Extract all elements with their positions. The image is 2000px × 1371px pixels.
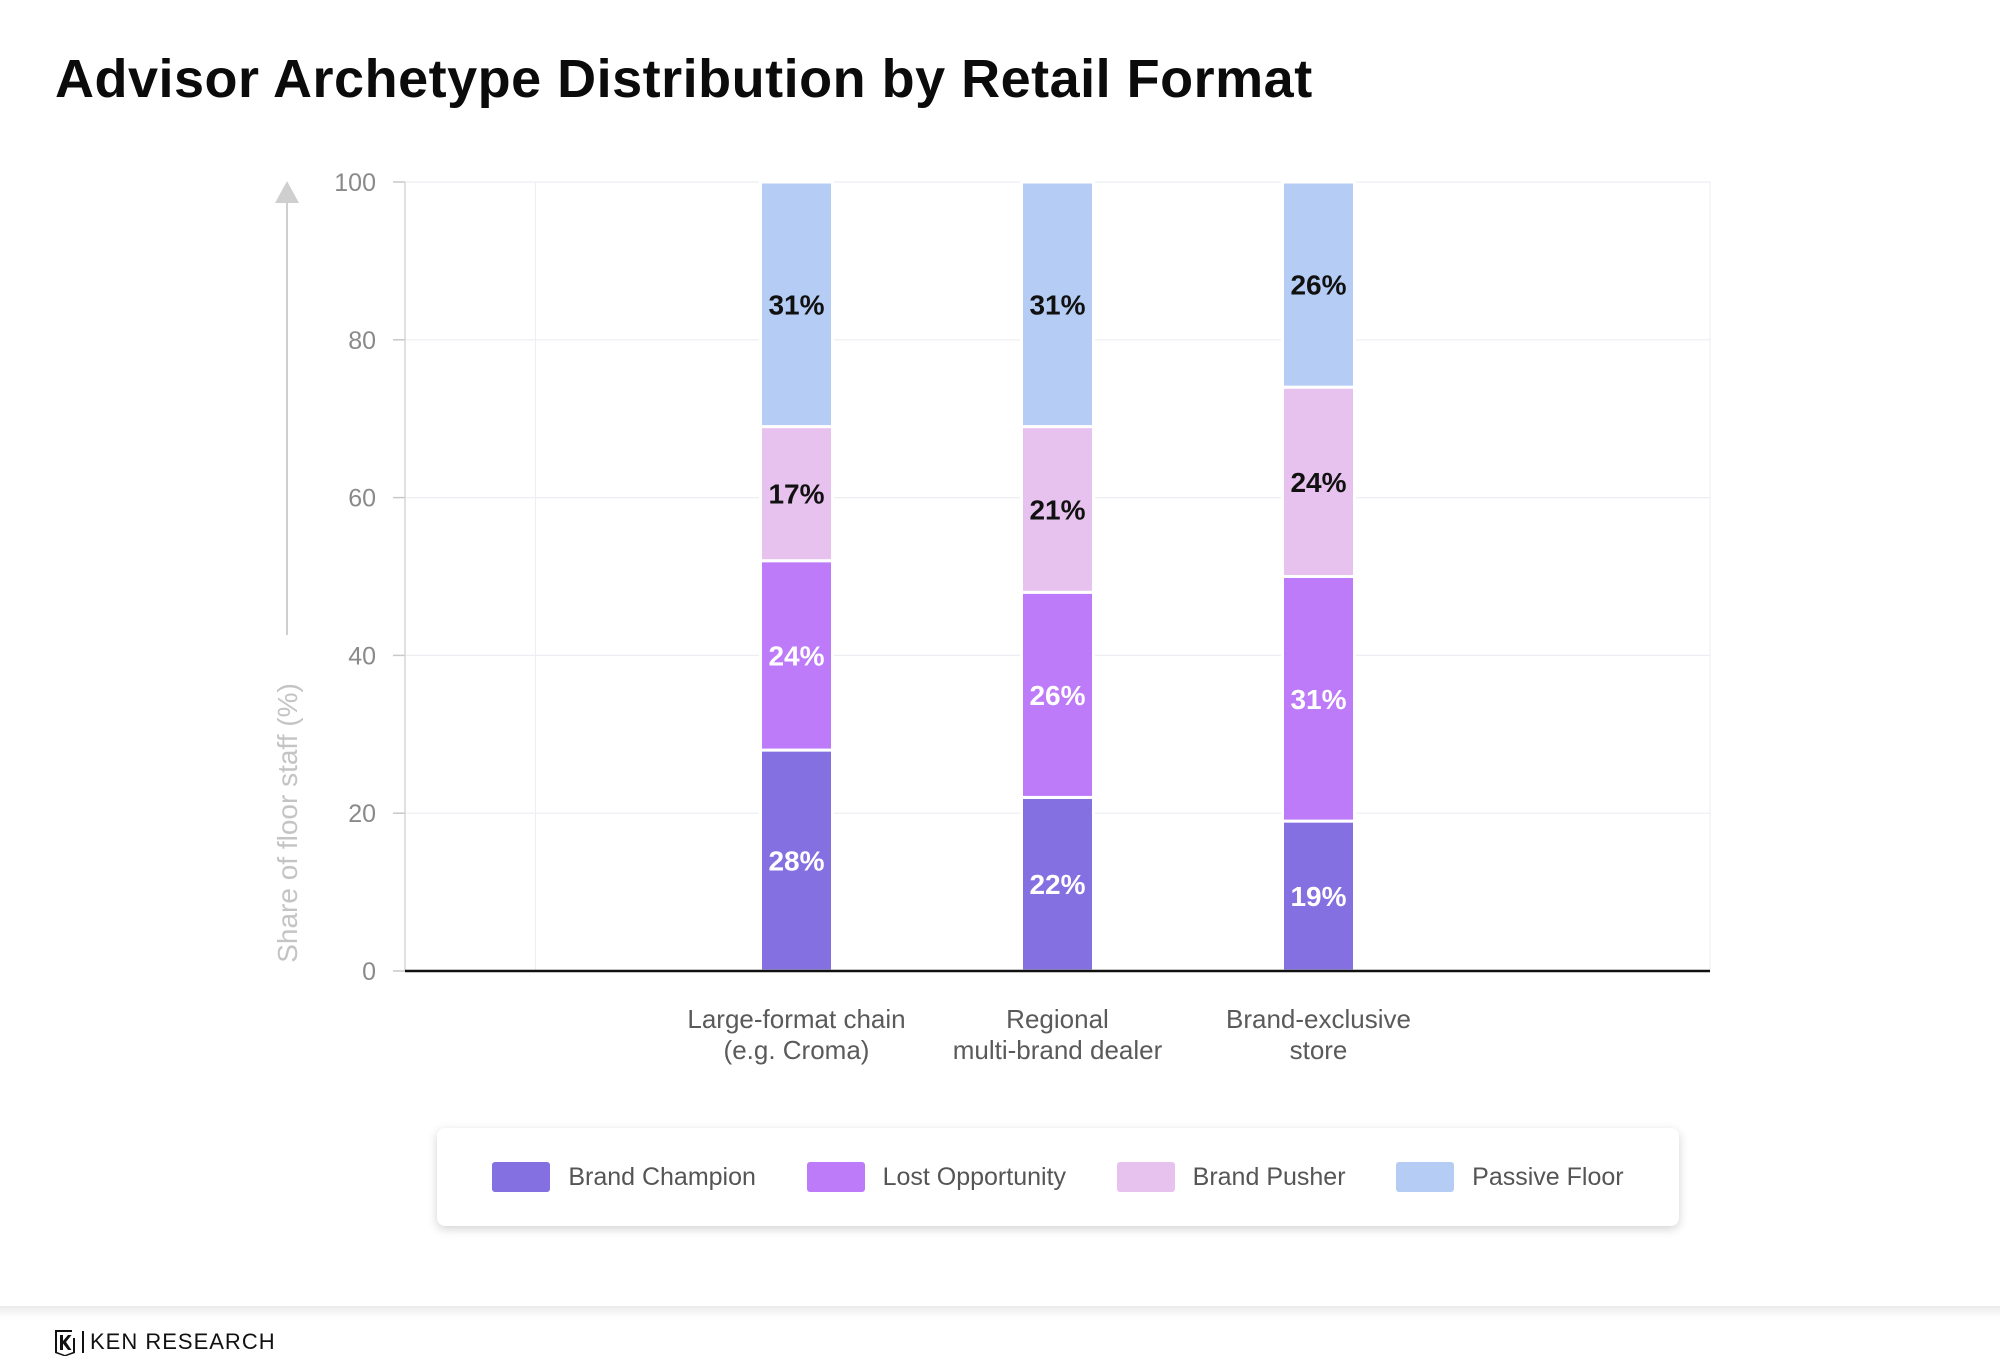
legend: Brand Champion Lost Opportunity Brand Pu… [437,1128,1679,1226]
y-axis-title: Share of floor staff (%) [272,683,303,963]
data-label: 26% [1029,680,1085,711]
bar-segment [1020,180,1095,429]
data-label: 24% [1290,467,1346,498]
data-label: 31% [768,289,824,320]
y-tick-label: 20 [348,800,376,828]
legend-item-lost-opportunity: Lost Opportunity [806,1162,1067,1192]
y-tick-label: 60 [348,485,376,513]
y-tick-label: 100 [334,169,376,197]
bar-segment [1020,795,1095,973]
legend-label: Passive Floor [1472,1162,1624,1191]
legend-item-passive-floor: Passive Floor [1396,1162,1624,1192]
x-tick-label: Regional [1006,1004,1109,1034]
bar-segment [759,425,834,563]
stacked-bar-chart: 0 20 40 60 80 100 28% 24% 17% 31% Large-format cha… [272,169,1711,1065]
data-label: 26% [1290,270,1346,301]
x-tick-label: Brand-exclusive [1226,1004,1411,1034]
data-label: 19% [1290,881,1346,912]
y-axis-arrow-head [275,181,299,203]
bar-segment [759,180,834,429]
legend-label: Brand Champion [568,1162,756,1191]
bar-segment [759,559,834,752]
bar-segment [1281,819,1356,973]
data-label: 31% [1290,684,1346,715]
x-tick-label: Large-format chain [687,1004,905,1034]
data-label: 21% [1029,494,1085,525]
legend-swatch [806,1162,865,1192]
legend-swatch [1116,1162,1175,1192]
bar-segment [1281,180,1356,389]
bar-segment [1020,425,1095,594]
legend-swatch [1396,1162,1455,1192]
legend-swatch [492,1162,551,1192]
legend-item-brand-champion: Brand Champion [492,1162,756,1192]
y-tick-label: 0 [362,958,376,986]
data-label: 28% [768,846,824,877]
chart-title: Advisor Archetype Distribution by Retail… [55,49,1313,109]
data-label: 31% [1029,289,1085,320]
ken-research-logo: KEN RESEARCH [52,1325,276,1359]
legend-label: Lost Opportunity [882,1162,1067,1191]
y-tick-label: 80 [348,327,376,355]
data-label: 24% [768,640,824,671]
x-tick-label: (e.g. Croma) [724,1035,870,1065]
ken-logo-icon [55,1330,75,1356]
logo-text: KEN RESEARCH [90,1329,276,1354]
footer-divider [0,1306,2000,1318]
x-tick-label: multi-brand dealer [953,1035,1163,1065]
legend-item-brand-pusher: Brand Pusher [1116,1162,1346,1192]
data-label: 22% [1029,869,1085,900]
bar-segment [1281,385,1356,579]
legend-label: Brand Pusher [1192,1162,1346,1191]
x-tick-label: store [1290,1035,1348,1065]
data-label: 17% [768,479,824,510]
y-tick-label: 40 [348,642,376,670]
